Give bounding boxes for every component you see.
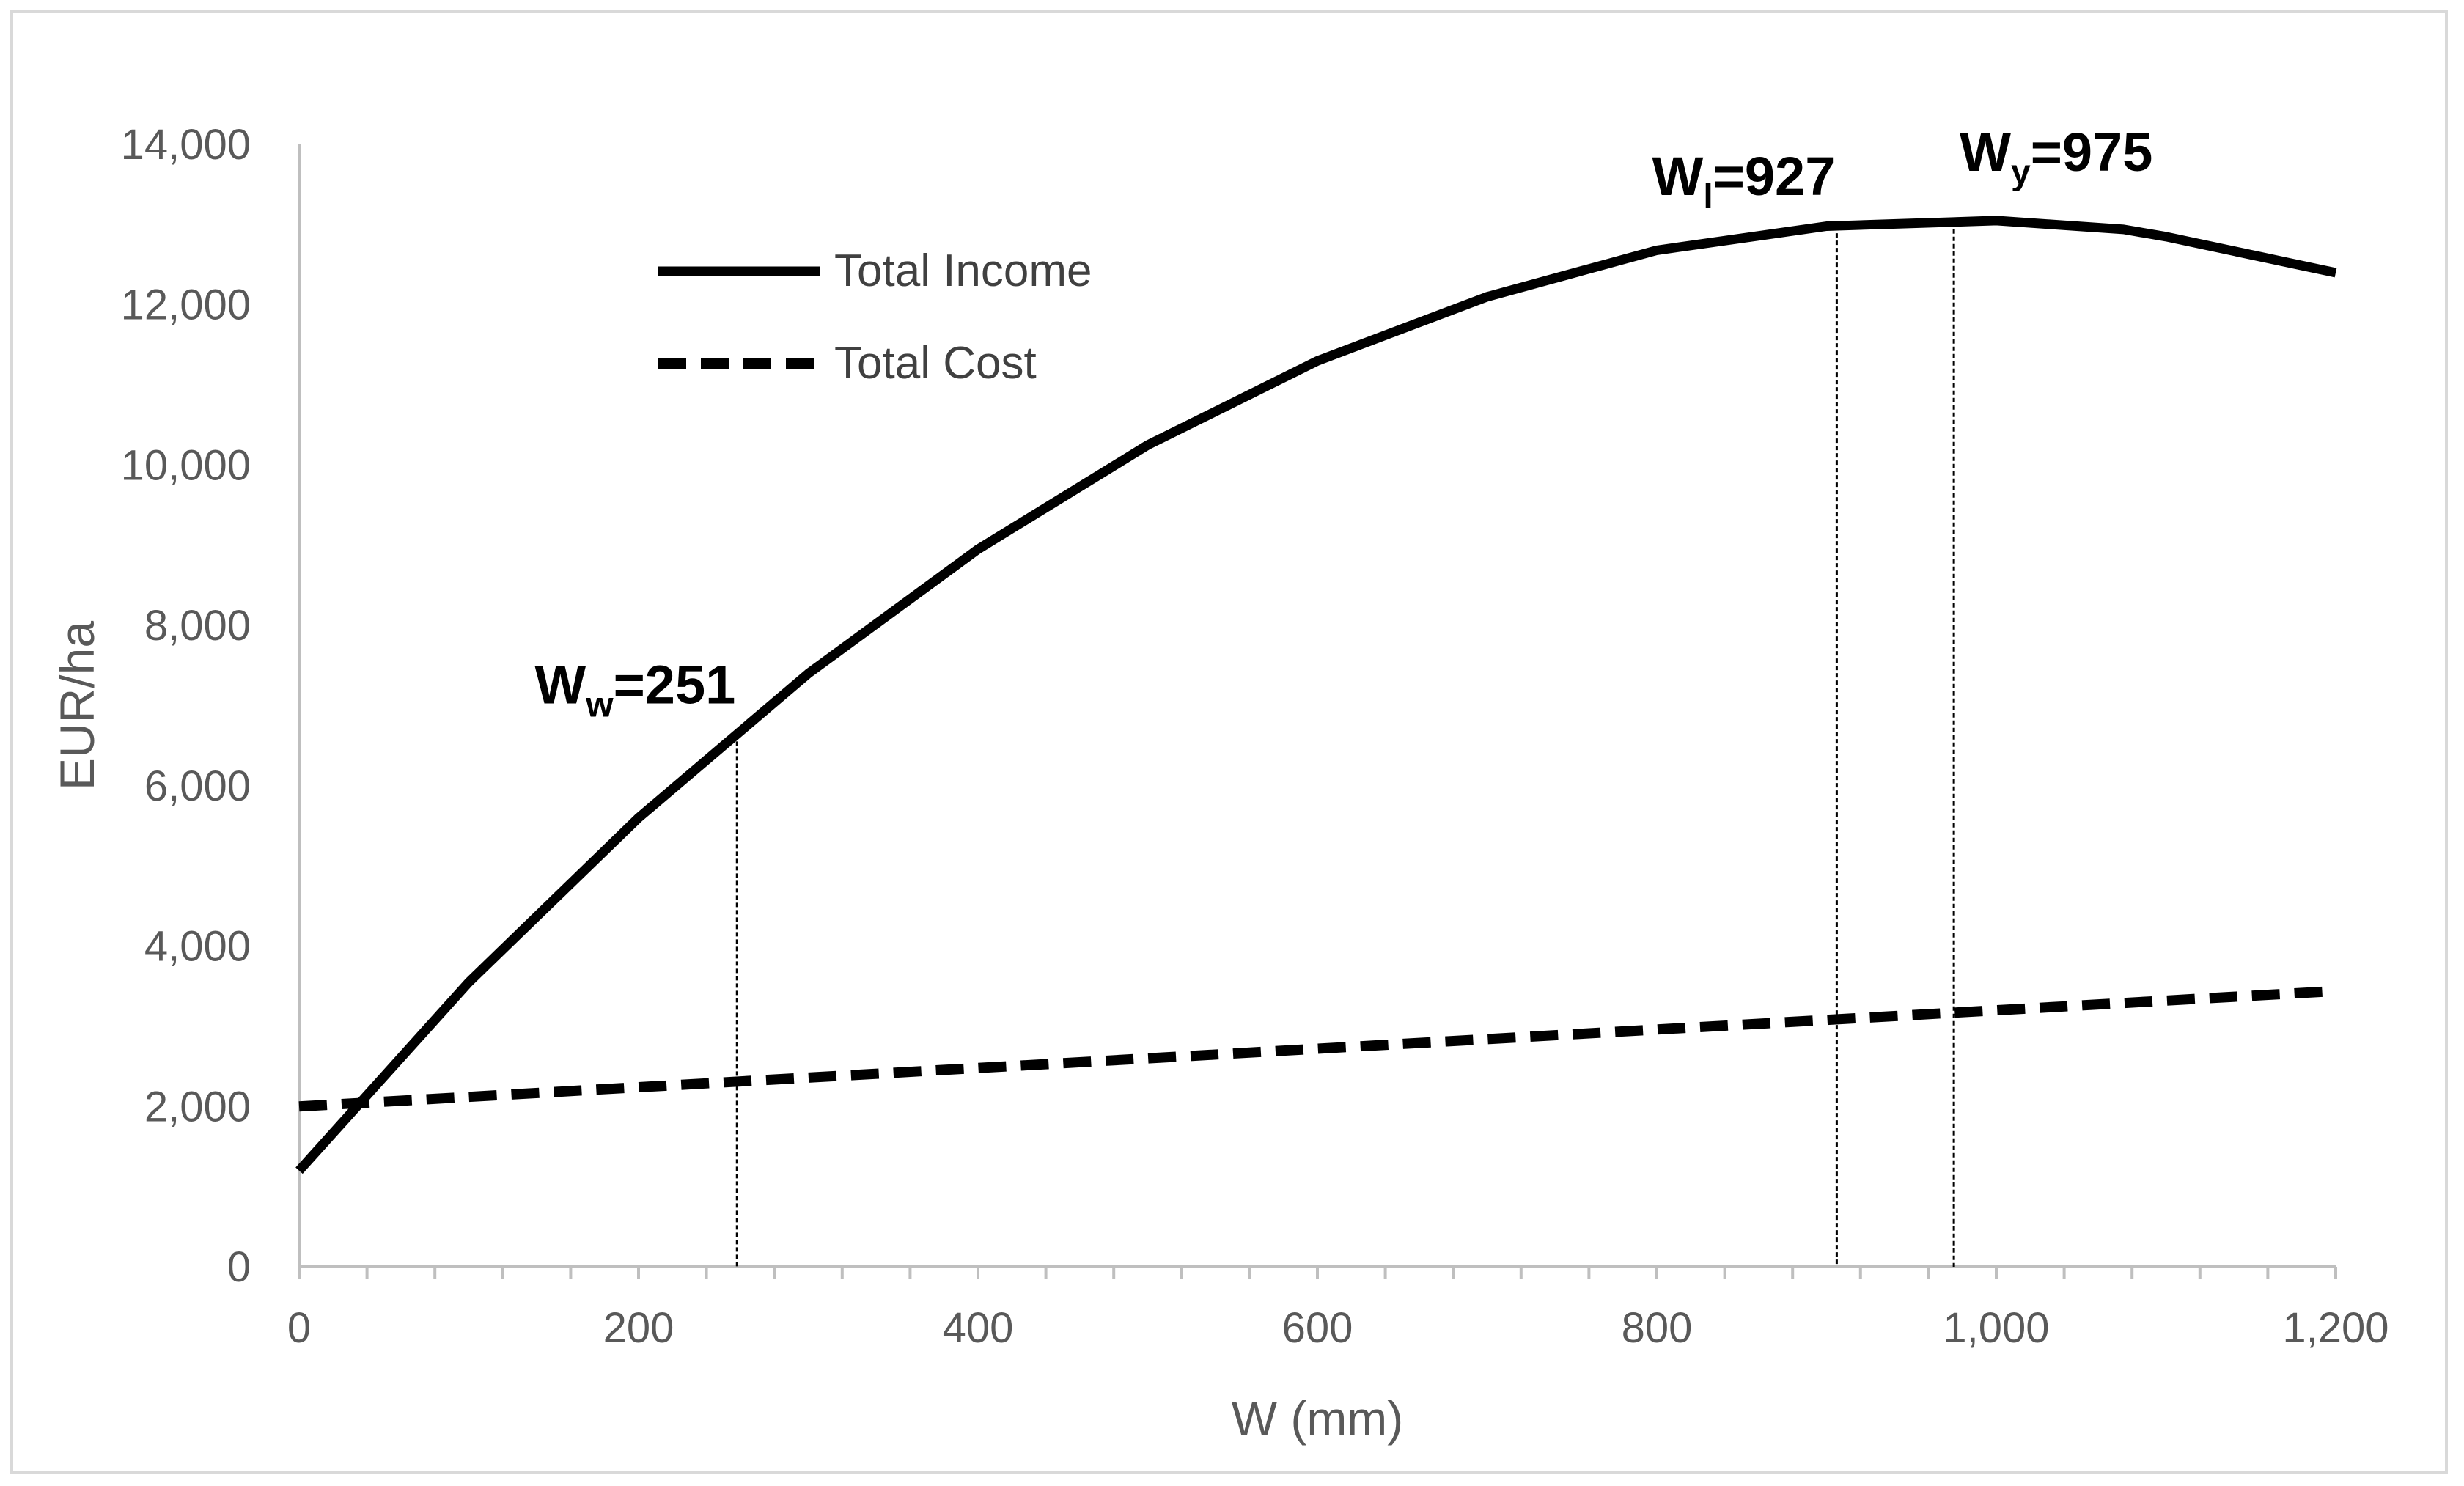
y-tick-label: 6,000 [144,762,251,810]
x-minor-ticks [298,1267,2337,1279]
x-tick-labels: 0 200 400 600 800 1,000 1,200 [287,1304,2389,1352]
data-point [1317,1048,1318,1050]
y-tick-label: 10,000 [121,441,251,489]
y-tick-labels: 0 2,000 4,000 6,000 8,000 10,000 12,000 14,000 [121,121,251,1291]
data-point [2166,1000,2167,1001]
x-tick-label: 0 [287,1304,311,1352]
y-tick-label: 12,000 [121,282,251,329]
y-axis-title: EUR/ha [50,621,104,790]
x-tick-label: 600 [1282,1304,1353,1352]
series-line-total-cost [298,985,2336,1112]
annotations: Ww=251 Wl=927 Wy=975 [534,122,2152,725]
annotation-guides [735,221,1955,1267]
x-tick-label: 400 [943,1304,1014,1352]
data-point [1656,1029,1658,1030]
y-tick-label: 8,000 [144,602,251,650]
y-tick-label: 14,000 [121,121,251,169]
y-tick-label: 2,000 [144,1083,251,1130]
legend-label: Total Cost [834,338,1037,389]
annotation-label: Wl=927 [1652,146,1835,216]
x-axis-title: W (mm) [1232,1391,1404,1446]
data-point [1487,1038,1488,1040]
data-point [1996,1009,1997,1011]
x-tick-label: 1,000 [1943,1304,2049,1352]
x-tick-label: 200 [603,1304,674,1352]
x-tick-label: 1,200 [2282,1304,2388,1352]
legend-label: Total Income [834,246,1092,296]
legend: Total Income Total Cost [658,246,1092,389]
series-line-total-income [295,216,2337,1174]
data-point [2335,990,2336,992]
data-point [1826,1019,1828,1020]
chart-frame [10,10,2448,1474]
y-tick-label: 4,000 [144,923,251,971]
annotation-label: Ww=251 [534,654,735,724]
x-tick-label: 800 [1622,1304,1693,1352]
y-tick-label: 0 [227,1243,251,1291]
annotation-label: Wy=975 [1960,122,2152,192]
series-layer [295,216,2337,1174]
